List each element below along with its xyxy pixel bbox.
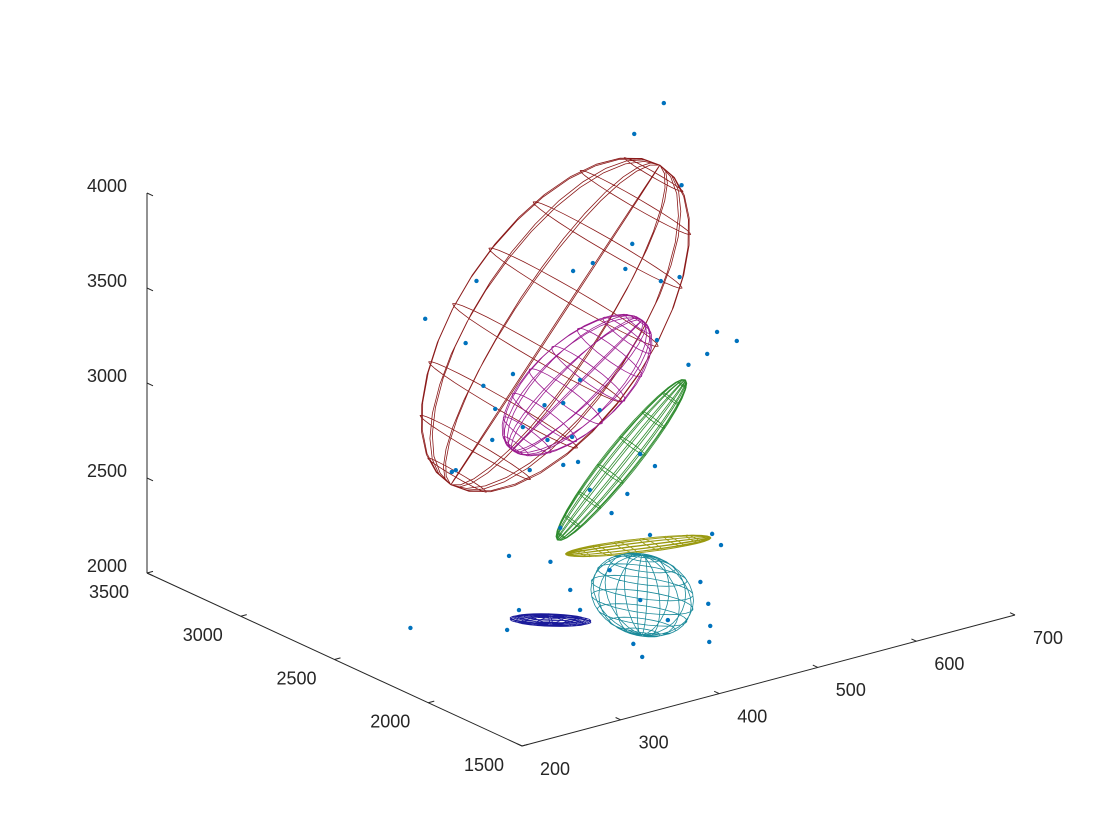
data-point xyxy=(545,437,550,443)
data-point xyxy=(679,182,684,188)
data-point xyxy=(570,268,576,274)
x-tick xyxy=(1009,612,1016,616)
data-point xyxy=(709,531,715,537)
data-point xyxy=(575,459,581,465)
data-point xyxy=(408,625,413,631)
ellipsoid xyxy=(509,613,592,627)
ellipsoid xyxy=(419,157,692,493)
z-tick xyxy=(146,477,154,482)
data-point xyxy=(607,567,612,573)
ellipsoid xyxy=(590,552,694,638)
data-point xyxy=(698,579,703,585)
y-tick-label: 2500 xyxy=(276,668,316,688)
y-tick-label: 2000 xyxy=(370,712,410,732)
z-tick-label: 4000 xyxy=(87,176,127,196)
data-point xyxy=(527,467,532,473)
x-tick xyxy=(615,717,621,721)
z-tick xyxy=(146,382,154,387)
data-point xyxy=(558,525,563,531)
x-axis xyxy=(521,614,1016,747)
y-tick-label: 3000 xyxy=(183,625,223,645)
data-point xyxy=(516,607,522,613)
x-tick xyxy=(713,690,720,695)
data-point xyxy=(707,639,712,645)
data-point xyxy=(647,532,653,538)
data-point xyxy=(640,654,645,660)
y-tick xyxy=(240,614,247,617)
data-point xyxy=(520,424,526,430)
data-point xyxy=(493,406,498,412)
z-tick-label: 3500 xyxy=(87,271,127,291)
z-tick xyxy=(146,287,154,292)
data-point xyxy=(734,338,739,344)
data-point xyxy=(506,553,512,559)
data-point xyxy=(706,601,711,607)
data-point xyxy=(708,623,713,629)
data-point xyxy=(577,607,583,613)
data-point xyxy=(577,377,583,383)
data-point xyxy=(504,627,510,633)
x-tick-label: 500 xyxy=(836,680,866,700)
data-point xyxy=(609,510,614,516)
x-tick-label: 200 xyxy=(540,759,570,779)
data-point xyxy=(705,351,710,357)
z-tick xyxy=(146,572,154,577)
data-point xyxy=(686,362,691,368)
y-tick xyxy=(334,657,341,660)
data-point xyxy=(548,559,553,565)
data-point xyxy=(561,462,566,468)
y-tick xyxy=(521,743,529,747)
ellipsoid xyxy=(565,534,712,558)
data-point xyxy=(652,463,658,469)
z-tick xyxy=(146,192,154,197)
x-tick-label: 300 xyxy=(639,733,669,753)
data-point xyxy=(630,241,635,247)
data-point xyxy=(718,542,724,548)
data-point xyxy=(561,400,566,406)
data-point xyxy=(568,587,573,593)
z-tick-label: 3000 xyxy=(87,366,127,386)
x-tick-label: 400 xyxy=(737,706,767,726)
data-point xyxy=(632,131,637,137)
data-point xyxy=(625,491,630,497)
x-tick xyxy=(516,743,523,747)
x-tick xyxy=(812,664,819,668)
data-point xyxy=(423,316,428,322)
data-point xyxy=(481,383,486,389)
data-point xyxy=(631,641,636,647)
data-point xyxy=(665,617,671,623)
data-point xyxy=(463,340,468,346)
y-tick xyxy=(428,700,435,704)
ellipsoid xyxy=(555,379,688,541)
data-point xyxy=(637,451,643,457)
data-point xyxy=(677,274,682,280)
x-tick xyxy=(911,638,917,642)
data-point xyxy=(453,467,458,473)
y-tick-label: 1500 xyxy=(464,755,504,775)
data-point xyxy=(714,329,720,335)
data-point xyxy=(542,402,547,408)
data-point xyxy=(449,469,455,475)
z-tick-label: 2500 xyxy=(87,461,127,481)
data-point xyxy=(569,434,575,440)
x-tick-label: 700 xyxy=(1033,628,1063,648)
data-point xyxy=(510,371,516,377)
data-point xyxy=(623,266,628,272)
y-tick xyxy=(146,570,154,574)
data-point xyxy=(654,337,660,343)
y-tick-label: 3500 xyxy=(89,582,129,602)
data-point xyxy=(474,278,479,284)
data-point xyxy=(597,407,602,413)
z-tick-label: 2000 xyxy=(87,556,127,576)
data-point xyxy=(661,100,667,106)
data-point xyxy=(587,487,593,493)
x-tick-label: 600 xyxy=(934,654,964,674)
data-point xyxy=(590,260,596,266)
data-point xyxy=(490,437,495,443)
data-point xyxy=(638,597,643,603)
data-point xyxy=(658,278,664,284)
